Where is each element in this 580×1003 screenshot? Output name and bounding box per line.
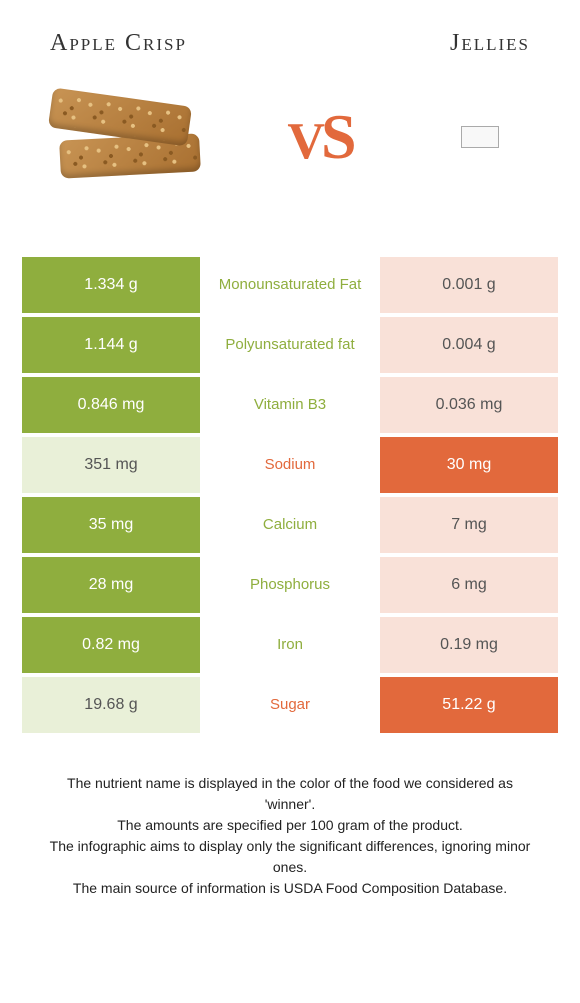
table-row: 1.144 gPolyunsaturated fat0.004 g xyxy=(22,317,558,373)
table-row: 0.846 mgVitamin B30.036 mg xyxy=(22,377,558,433)
header: Apple Crisp Jellies xyxy=(0,0,580,67)
table-row: 351 mgSodium30 mg xyxy=(22,437,558,493)
jellies-image xyxy=(420,126,540,148)
left-value: 1.144 g xyxy=(22,317,200,373)
placeholder-icon xyxy=(461,126,499,148)
right-value: 6 mg xyxy=(380,557,558,613)
right-value: 30 mg xyxy=(380,437,558,493)
footnotes: The nutrient name is displayed in the co… xyxy=(40,773,540,899)
left-value: 0.82 mg xyxy=(22,617,200,673)
table-row: 0.82 mgIron0.19 mg xyxy=(22,617,558,673)
left-value: 0.846 mg xyxy=(22,377,200,433)
table-row: 1.334 gMonounsaturated Fat0.001 g xyxy=(22,257,558,313)
right-value: 0.036 mg xyxy=(380,377,558,433)
left-value: 351 mg xyxy=(22,437,200,493)
right-value: 0.001 g xyxy=(380,257,558,313)
comparison-table: 1.334 gMonounsaturated Fat0.001 g1.144 g… xyxy=(22,257,558,733)
vs-label: VS xyxy=(287,100,352,174)
image-row: VS xyxy=(0,67,580,237)
nutrient-label: Sugar xyxy=(200,677,380,733)
left-value: 28 mg xyxy=(22,557,200,613)
right-value: 0.19 mg xyxy=(380,617,558,673)
table-row: 28 mgPhosphorus6 mg xyxy=(22,557,558,613)
right-value: 51.22 g xyxy=(380,677,558,733)
footnote-line: The amounts are specified per 100 gram o… xyxy=(40,815,540,836)
footnote-line: The main source of information is USDA F… xyxy=(40,878,540,899)
table-row: 35 mgCalcium7 mg xyxy=(22,497,558,553)
footnote-line: The infographic aims to display only the… xyxy=(40,836,540,878)
nutrient-label: Vitamin B3 xyxy=(200,377,380,433)
nutrient-label: Monounsaturated Fat xyxy=(200,257,380,313)
title-left: Apple Crisp xyxy=(50,30,187,57)
footnote-line: The nutrient name is displayed in the co… xyxy=(40,773,540,815)
left-value: 19.68 g xyxy=(22,677,200,733)
left-value: 1.334 g xyxy=(22,257,200,313)
nutrient-label: Calcium xyxy=(200,497,380,553)
nutrient-label: Sodium xyxy=(200,437,380,493)
nutrient-label: Polyunsaturated fat xyxy=(200,317,380,373)
right-value: 7 mg xyxy=(380,497,558,553)
apple-crisp-image xyxy=(40,77,220,197)
title-right: Jellies xyxy=(450,30,530,57)
left-value: 35 mg xyxy=(22,497,200,553)
table-row: 19.68 gSugar51.22 g xyxy=(22,677,558,733)
nutrient-label: Phosphorus xyxy=(200,557,380,613)
nutrient-label: Iron xyxy=(200,617,380,673)
right-value: 0.004 g xyxy=(380,317,558,373)
